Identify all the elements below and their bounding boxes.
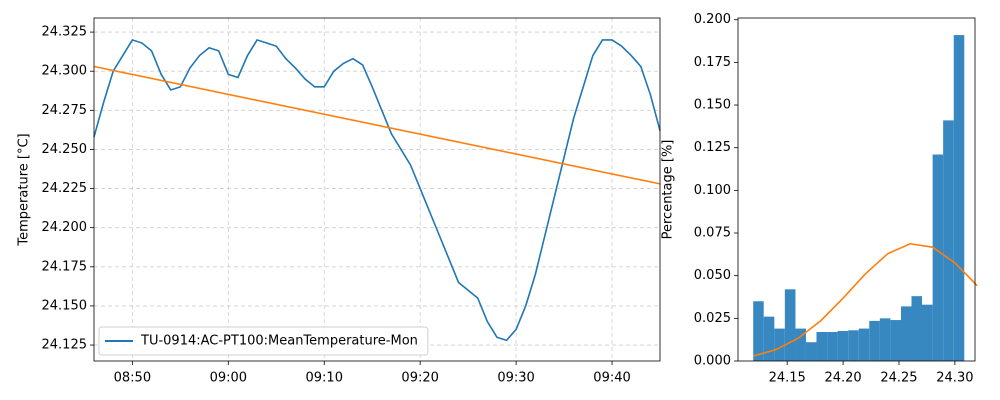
y-tick-label: 24.150 bbox=[42, 298, 88, 313]
y-tick-label: 24.300 bbox=[42, 64, 88, 79]
y-tick-label: 0.200 bbox=[694, 12, 731, 27]
y-tick-label: 0.050 bbox=[694, 268, 731, 283]
bar bbox=[922, 304, 933, 361]
legend-frame bbox=[98, 326, 429, 356]
bar bbox=[879, 318, 891, 361]
x-tick-label: 09:20 bbox=[401, 371, 438, 386]
y-tick-label: 24.175 bbox=[42, 259, 88, 274]
axes-frame bbox=[737, 17, 976, 362]
bar bbox=[890, 320, 901, 361]
bar bbox=[784, 289, 796, 361]
bar bbox=[763, 316, 775, 361]
y-axis-label: Percentage [%] bbox=[661, 140, 676, 240]
x-tick-label: 24.25 bbox=[880, 371, 917, 386]
y-tick-label: 24.275 bbox=[42, 103, 88, 118]
bar bbox=[869, 320, 880, 361]
x-tick-label: 24.30 bbox=[936, 371, 973, 386]
y-tick-label: 0.150 bbox=[694, 98, 731, 113]
axes: 0.000 0.025 0.050 0.075 0.100 0.125 0.150 0.175… bbox=[661, 12, 974, 385]
bar bbox=[900, 306, 912, 361]
x-tick-label: 09:30 bbox=[497, 371, 534, 386]
y-tick-label: 0.125 bbox=[694, 140, 731, 155]
bar bbox=[753, 301, 764, 361]
y-tick-label: 0.025 bbox=[694, 311, 731, 326]
y-tick-label: 0.075 bbox=[694, 226, 731, 241]
y-tick-label: 24.125 bbox=[42, 338, 88, 353]
y-tick-label: 24.200 bbox=[42, 220, 88, 235]
bar bbox=[848, 330, 859, 361]
bar bbox=[953, 35, 965, 362]
legend: TU-0914:AC-PT100:MeanTemperature-Mon bbox=[98, 326, 429, 356]
x-tick-label: 24.15 bbox=[769, 371, 806, 386]
bar bbox=[943, 120, 954, 361]
bar bbox=[816, 331, 828, 361]
x-tick-label: 09:40 bbox=[593, 371, 630, 386]
fit-line bbox=[93, 65, 661, 185]
bar bbox=[774, 328, 785, 361]
bar bbox=[858, 328, 870, 361]
axes: 24.125 24.150 24.175 24.200 24.225 24.250 24.2… bbox=[17, 18, 660, 386]
y-tick-label: 0.000 bbox=[694, 354, 731, 369]
x-tick-label: 24.20 bbox=[824, 371, 861, 386]
bar bbox=[932, 154, 944, 361]
bar bbox=[805, 342, 817, 361]
plot-area bbox=[753, 35, 978, 362]
legend-label: TU-0914:AC-PT100:MeanTemperature-Mon bbox=[140, 334, 418, 349]
x-tick-label: 09:10 bbox=[306, 371, 343, 386]
bar bbox=[837, 330, 849, 361]
y-axis-label: Temperature [°C] bbox=[17, 133, 32, 246]
fit-curve bbox=[753, 242, 978, 357]
x-tick-label: 09:00 bbox=[210, 371, 247, 386]
y-tick-label: 24.325 bbox=[42, 25, 88, 40]
bar bbox=[827, 331, 838, 361]
y-tick-label: 24.250 bbox=[42, 142, 88, 157]
data-line bbox=[93, 38, 661, 342]
bar bbox=[795, 328, 806, 361]
plot-area bbox=[93, 38, 661, 342]
y-tick-label: 0.100 bbox=[694, 183, 731, 198]
axes-frame bbox=[93, 17, 661, 362]
bar bbox=[911, 296, 923, 361]
y-tick-label: 24.225 bbox=[42, 181, 88, 196]
y-tick-label: 0.175 bbox=[694, 55, 731, 70]
x-tick-label: 08:50 bbox=[114, 371, 151, 386]
